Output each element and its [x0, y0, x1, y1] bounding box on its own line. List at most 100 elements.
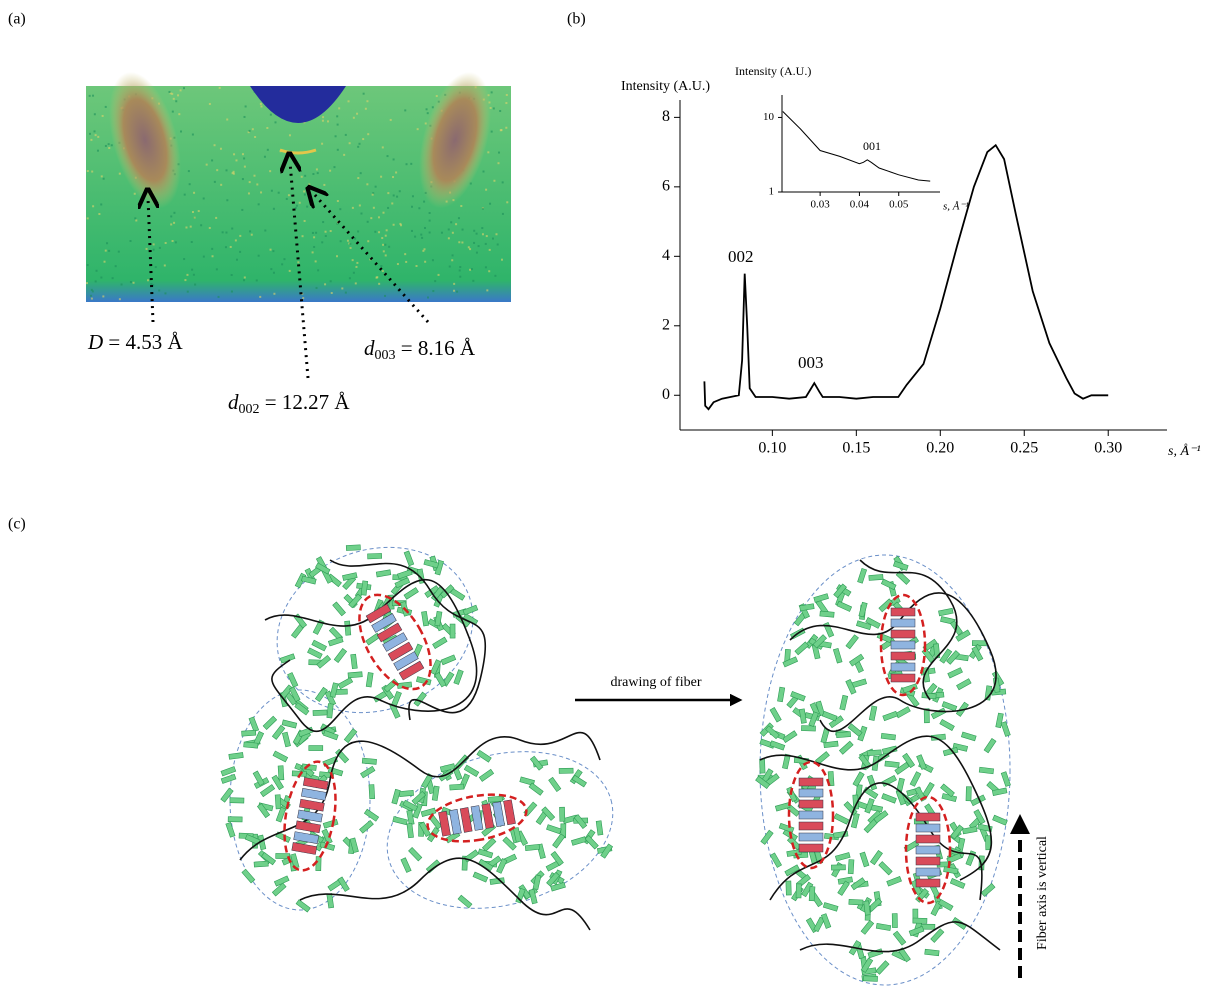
molecule — [952, 742, 969, 752]
speckle — [110, 144, 113, 147]
speckle — [490, 130, 493, 133]
speckle — [481, 227, 484, 230]
speckle — [344, 291, 347, 294]
speckle — [100, 175, 103, 178]
molecule — [799, 708, 807, 724]
speckle — [424, 260, 427, 263]
speckle — [374, 185, 377, 188]
molecule — [397, 569, 413, 580]
speckle — [392, 223, 395, 226]
speckle — [387, 206, 390, 209]
molecule — [343, 728, 358, 744]
molecule — [513, 827, 522, 843]
speckle — [410, 205, 413, 208]
layer — [798, 799, 824, 809]
molecule — [403, 587, 419, 600]
speckle — [215, 216, 218, 219]
molecule — [402, 799, 419, 812]
layer — [449, 809, 462, 835]
layer — [798, 788, 824, 798]
speckle — [481, 207, 484, 210]
speckle — [323, 183, 326, 186]
speckle — [247, 192, 250, 195]
speckle — [213, 180, 216, 183]
speckle — [308, 183, 311, 186]
molecule — [550, 850, 564, 866]
speckle — [459, 266, 462, 269]
molecule — [785, 880, 792, 896]
speckle — [500, 129, 503, 132]
molecule — [367, 553, 383, 560]
speckle — [230, 290, 233, 293]
speckle — [457, 217, 460, 220]
speckle — [283, 258, 286, 261]
molecule — [892, 560, 909, 571]
speckle — [297, 261, 300, 264]
molecule — [361, 757, 377, 765]
speckle — [102, 177, 105, 180]
molecule — [923, 708, 930, 724]
speckle — [183, 258, 186, 261]
speckle — [392, 194, 395, 197]
molecule — [391, 788, 401, 805]
molecule — [949, 878, 966, 889]
molecule — [259, 784, 276, 798]
speckle — [386, 155, 389, 158]
speckle — [420, 233, 423, 236]
molecule — [462, 604, 479, 616]
speckle — [348, 277, 351, 280]
value: = 8.16 Å — [396, 336, 476, 360]
molecule — [227, 816, 243, 823]
speckle — [108, 249, 111, 252]
peak-label: 001 — [863, 139, 881, 153]
molecule — [886, 876, 902, 887]
speckle — [243, 115, 246, 118]
molecule — [421, 773, 434, 789]
speckle — [147, 279, 150, 282]
speckle — [188, 183, 191, 186]
speckle — [215, 268, 218, 271]
speckle — [372, 192, 375, 195]
speckle — [217, 295, 220, 298]
molecule — [519, 776, 535, 786]
molecule — [477, 848, 494, 859]
lamellar-stack — [915, 812, 941, 888]
molecule — [978, 766, 995, 775]
speckle — [104, 249, 107, 252]
molecule — [425, 859, 441, 874]
annotation: D = 4.53 Å — [87, 330, 184, 354]
speckle — [324, 234, 327, 237]
molecule — [1000, 771, 1011, 787]
speckle — [145, 247, 148, 250]
speckle — [288, 269, 291, 272]
molecule — [860, 957, 874, 973]
molecule — [769, 707, 782, 723]
speckle — [103, 260, 106, 263]
molecule — [220, 787, 234, 803]
speckle — [389, 118, 392, 121]
speckle — [431, 259, 434, 262]
symbol: d — [228, 390, 239, 414]
molecule — [421, 611, 429, 627]
speckle — [256, 183, 259, 186]
molecule — [546, 824, 562, 835]
speckle — [239, 250, 242, 253]
speckle — [197, 210, 200, 213]
speckle — [277, 191, 280, 194]
molecule — [860, 919, 875, 935]
speckle — [405, 163, 408, 166]
speckle — [269, 170, 272, 173]
data-line — [782, 111, 931, 182]
molecule — [392, 816, 408, 826]
speckle — [428, 231, 431, 234]
molecule — [243, 741, 259, 749]
speckle — [336, 115, 339, 118]
layer — [291, 842, 318, 855]
speckle — [225, 231, 228, 234]
speckle — [431, 106, 434, 109]
speckle — [447, 228, 450, 231]
speckle — [497, 162, 500, 165]
molecule — [881, 793, 897, 804]
molecule — [546, 871, 560, 887]
molecule — [316, 654, 332, 669]
